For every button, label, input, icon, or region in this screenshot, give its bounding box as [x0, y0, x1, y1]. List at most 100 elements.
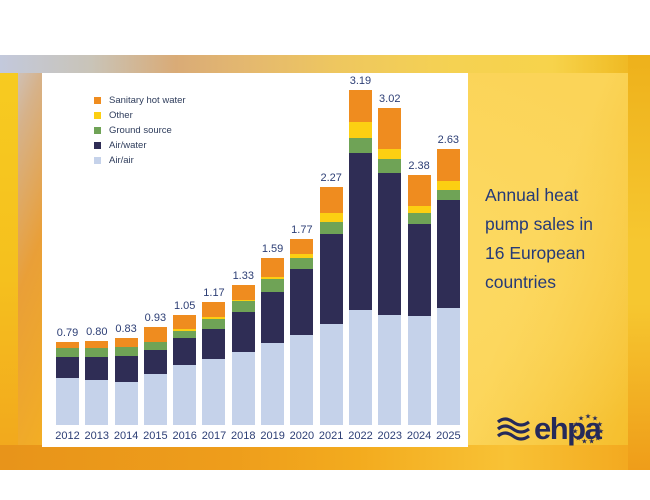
legend-swatch-icon [94, 142, 101, 149]
bar-segment-sanitary-hot-water [348, 90, 372, 122]
legend-label: Ground source [109, 125, 172, 136]
legend-item-other: Other [94, 108, 186, 123]
legend-label: Air/air [109, 155, 134, 166]
x-axis-year-label: 2013 [84, 430, 110, 442]
bar-segment-air-water [290, 268, 314, 335]
legend-label: Other [109, 110, 133, 121]
legend-item-air-water: Air/water [94, 138, 186, 153]
slide-title-line: 16 European [485, 243, 586, 263]
chart-panel: Sanitary hot water Other Ground source Air/… [42, 73, 468, 447]
bar-total-label: 1.05 [173, 299, 196, 312]
ehpa-logo-row: ehpa [496, 413, 602, 444]
left-gradient-strip [0, 73, 18, 445]
bar-column-2023: 3.02 2023 [378, 93, 402, 442]
x-axis-year-label: 2024 [406, 430, 432, 442]
bar-segment-air-air [231, 351, 255, 425]
bottom-gradient-strip [0, 445, 650, 470]
bar-segment-ground-source [85, 348, 109, 357]
bar-segment-air-water [202, 329, 226, 359]
bar-segment-air-water [231, 311, 255, 352]
bar-segment-other [261, 276, 285, 280]
right-gradient-strip [628, 55, 650, 470]
legend-swatch-icon [94, 127, 101, 134]
eu-star-icon: ★ [577, 415, 585, 423]
ehpa-logo: ehpa ★ ★ ★ ★ ★ ★ ★ ★ ★ ★ ★ [496, 403, 646, 461]
bar-segment-sanitary-hot-water [319, 186, 343, 213]
eu-star-icon: ★ [591, 415, 599, 423]
bar-segment-air-air [436, 308, 460, 425]
bar-total-label: 0.83 [115, 322, 137, 335]
bar-segment-air-air [261, 343, 285, 425]
bar-segment-sanitary-hot-water [114, 337, 138, 348]
waves-icon [496, 416, 530, 441]
slide-title: Annual heat pump sales in 16 European co… [485, 181, 645, 297]
bar-segment-other [231, 300, 255, 302]
bar-column-2024: 2.38 2024 [407, 160, 431, 442]
bar-segment-ground-source [378, 159, 402, 173]
bar-segment-ground-source [56, 348, 79, 357]
x-axis-year-label: 2016 [172, 430, 197, 442]
bar-segment-air-air [407, 315, 431, 425]
bar-segment-air-air [85, 379, 109, 425]
bar-segment-ground-source [173, 330, 197, 338]
legend: Sanitary hot water Other Ground source Air/… [94, 93, 186, 168]
legend-swatch-icon [94, 97, 101, 104]
bar-segment-other [348, 121, 372, 139]
bar-segment-sanitary-hot-water [261, 258, 285, 277]
bar-column-2022: 3.19 2022 [348, 75, 372, 442]
bar-segment-air-water [261, 291, 285, 344]
bar-segment-air-air [319, 324, 343, 425]
eu-star-icon: ★ [597, 428, 604, 436]
bar-segment-air-air [348, 309, 372, 425]
bar-column-2018: 1.33 2018 [231, 270, 255, 442]
bar-segment-other [319, 212, 343, 223]
bar-total-label: 1.33 [232, 270, 254, 283]
eu-star-icon: ★ [588, 438, 595, 446]
bar-segment-air-water [348, 153, 372, 310]
bar-total-label: 1.59 [261, 243, 284, 256]
x-axis-year-label: 2012 [55, 430, 80, 442]
plot-area: 0.79 2012 0.80 2013 0.83 2014 0.93 2015 1.05 2016… [55, 73, 460, 442]
bar-segment-other [407, 205, 431, 213]
bar-column-2021: 2.27 2021 [319, 171, 343, 442]
bar-segment-ground-source [114, 347, 138, 356]
x-axis-year-label: 2017 [201, 430, 227, 442]
eu-star-icon: ★ [594, 435, 601, 442]
x-axis-year-label: 2015 [143, 430, 168, 442]
bar-segment-sanitary-hot-water [407, 175, 431, 206]
x-axis-year-label: 2022 [348, 430, 373, 442]
x-axis-year-label: 2025 [436, 430, 461, 442]
bar-column-2016: 1.05 2016 [172, 299, 197, 442]
bar-segment-ground-source [319, 222, 343, 234]
x-axis-year-label: 2021 [318, 430, 344, 442]
bar-column-2015: 0.93 2015 [143, 312, 167, 442]
bar-segment-air-air [56, 377, 79, 425]
legend-item-sanitary-hot-water: Sanitary hot water [94, 93, 186, 108]
bar-column-2012: 0.79 2012 [55, 327, 79, 442]
top-gradient-strip [0, 55, 650, 73]
bar-total-label: 2.27 [320, 171, 342, 184]
bar-segment-ground-source [407, 212, 431, 225]
bar-column-2025: 2.63 2025 [436, 134, 460, 442]
slide-title-line: countries [485, 272, 557, 292]
bar-segment-sanitary-hot-water [202, 302, 226, 317]
bar-segment-sanitary-hot-water [56, 342, 79, 349]
bar-total-label: 2.38 [408, 160, 430, 173]
eu-star-icon: ★ [596, 421, 603, 429]
eu-star-icon: ★ [584, 413, 592, 421]
bar-column-2014: 0.83 2014 [114, 322, 138, 442]
bar-segment-sanitary-hot-water [290, 239, 314, 254]
bar-segment-air-air [173, 365, 197, 425]
bar-segment-air-air [290, 334, 314, 425]
bar-segment-sanitary-hot-water [436, 148, 460, 182]
x-axis-year-label: 2014 [113, 430, 139, 442]
x-axis-year-label: 2023 [377, 430, 403, 442]
bar-segment-ground-source [348, 138, 372, 154]
bar-segment-air-air [378, 314, 402, 425]
bar-segment-air-water [114, 355, 138, 382]
eu-star-icon: ★ [572, 428, 579, 436]
legend-swatch-icon [94, 112, 101, 119]
bar-segment-air-water [56, 356, 79, 378]
bar-segment-ground-source [202, 318, 226, 330]
x-axis-year-label: 2018 [231, 430, 256, 442]
